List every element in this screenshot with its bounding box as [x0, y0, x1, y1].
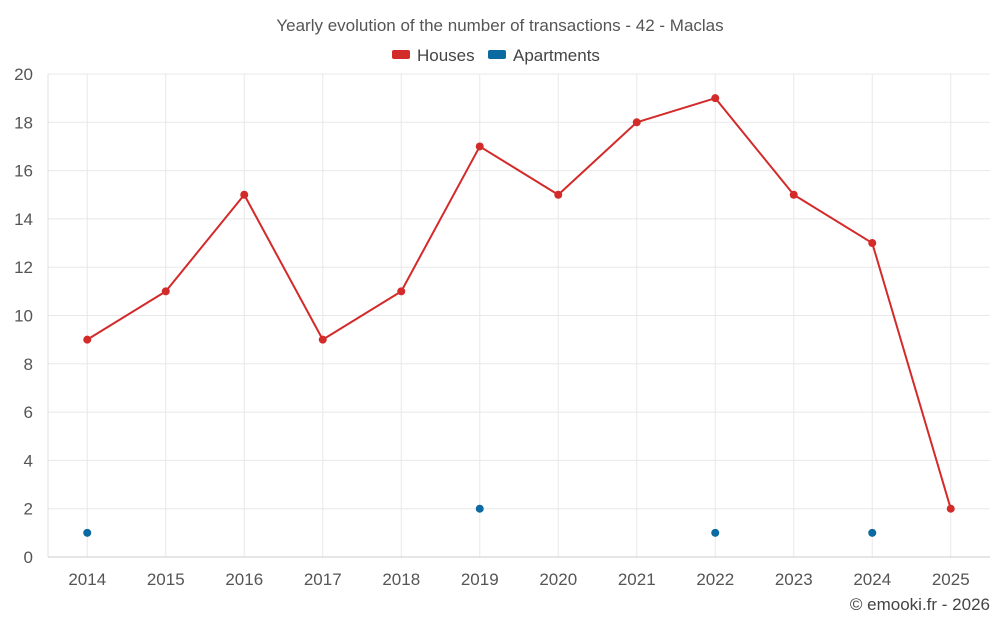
series — [83, 94, 955, 537]
data-point-houses[interactable] — [711, 94, 720, 103]
x-tick-label: 2017 — [304, 570, 342, 589]
y-tick-label: 16 — [14, 162, 33, 181]
x-tick-label: 2022 — [696, 570, 734, 589]
data-point-houses[interactable] — [240, 190, 249, 199]
legend-item-houses[interactable]: Houses — [392, 46, 475, 65]
y-tick-label: 2 — [24, 500, 33, 519]
data-point-houses[interactable] — [632, 118, 641, 127]
y-tick-label: 12 — [14, 258, 33, 277]
x-tick-label: 2020 — [539, 570, 577, 589]
chart-title: Yearly evolution of the number of transa… — [276, 16, 723, 35]
x-tick-label: 2015 — [147, 570, 185, 589]
x-tick-label: 2019 — [461, 570, 499, 589]
legend-swatch-apartments — [488, 50, 506, 59]
y-tick-label: 14 — [14, 210, 33, 229]
data-point-houses[interactable] — [554, 190, 563, 199]
y-tick-label: 0 — [24, 548, 33, 567]
grid — [47, 73, 990, 558]
data-point-houses[interactable] — [475, 142, 484, 151]
legend: Houses Apartments — [392, 46, 600, 65]
x-tick-label: 2024 — [853, 570, 891, 589]
series-apartments — [83, 504, 877, 537]
data-point-houses[interactable] — [83, 335, 92, 344]
y-tick-label: 10 — [14, 307, 33, 326]
y-tick-label: 4 — [24, 451, 33, 470]
data-point-houses[interactable] — [161, 287, 170, 296]
data-point-apartments[interactable] — [475, 504, 484, 513]
legend-label-apartments: Apartments — [513, 46, 600, 65]
y-tick-label: 6 — [24, 403, 33, 422]
data-point-houses[interactable] — [868, 239, 877, 248]
x-tick-label: 2021 — [618, 570, 656, 589]
axes: 0 2 4 6 8 10 12 14 16 18 20 2014 2015 2016 2017 2018 201… — [14, 65, 990, 589]
series-line-houses — [86, 97, 952, 509]
legend-swatch-houses — [392, 50, 410, 59]
data-point-apartments[interactable] — [868, 528, 877, 537]
data-point-houses[interactable] — [397, 287, 406, 296]
series-houses — [83, 94, 955, 513]
x-tick-label: 2016 — [225, 570, 263, 589]
y-tick-label: 18 — [14, 113, 33, 132]
data-point-houses[interactable] — [946, 504, 955, 513]
legend-label-houses: Houses — [417, 46, 475, 65]
x-tick-label: 2025 — [932, 570, 970, 589]
data-point-houses[interactable] — [789, 190, 798, 199]
x-tick-label: 2014 — [68, 570, 106, 589]
legend-item-apartments[interactable]: Apartments — [488, 46, 600, 65]
y-tick-label: 20 — [14, 65, 33, 84]
credit-text: © emooki.fr - 2026 — [850, 595, 990, 614]
x-tick-label: 2023 — [775, 570, 813, 589]
data-point-apartments[interactable] — [83, 528, 92, 537]
x-tick-label: 2018 — [382, 570, 420, 589]
y-tick-label: 8 — [24, 355, 33, 374]
data-point-houses[interactable] — [318, 335, 327, 344]
data-point-apartments[interactable] — [711, 528, 720, 537]
